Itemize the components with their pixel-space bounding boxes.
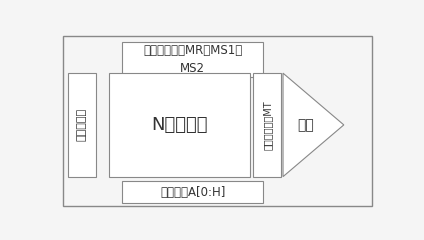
Bar <box>122 181 263 204</box>
Polygon shape <box>283 73 344 177</box>
Text: 输出: 输出 <box>298 118 315 132</box>
Text: 行驱动控制: 行驱动控制 <box>77 108 87 141</box>
Bar <box>109 73 250 177</box>
Text: N元线阵列: N元线阵列 <box>151 116 208 134</box>
Bar <box>122 42 263 77</box>
Text: 积分存储控制MR、MS1、
MS2: 积分存储控制MR、MS1、 MS2 <box>143 44 242 75</box>
Text: 逐元读出控制MT: 逐元读出控制MT <box>262 100 272 150</box>
Text: 列选控制A[0:H]: 列选控制A[0:H] <box>160 186 225 199</box>
Bar <box>254 73 282 177</box>
Bar <box>68 73 96 177</box>
